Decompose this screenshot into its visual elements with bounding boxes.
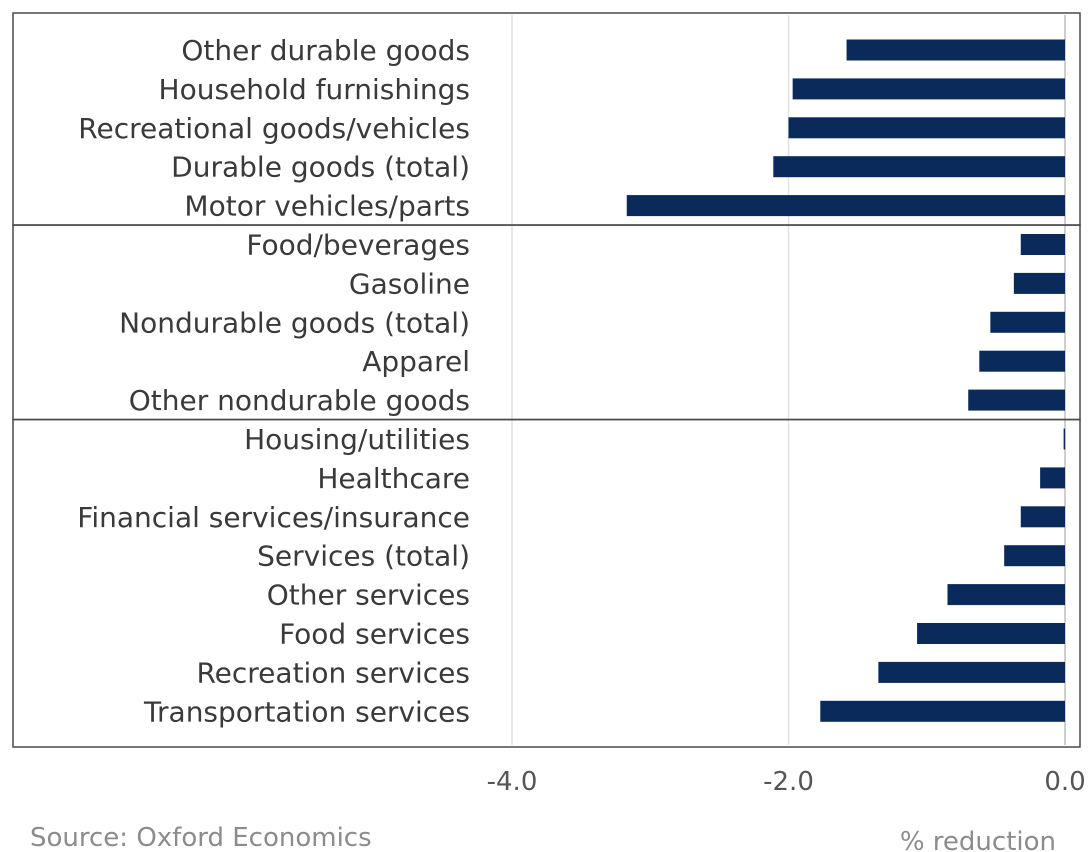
category-label: Durable goods (total) xyxy=(171,151,470,184)
category-label: Services (total) xyxy=(257,540,470,573)
bar xyxy=(1013,272,1065,294)
category-label: Transportation services xyxy=(143,695,470,728)
category-label: Housing/utilities xyxy=(244,423,470,456)
bar xyxy=(1063,428,1066,450)
bar xyxy=(820,700,1065,722)
category-label: Financial services/insurance xyxy=(77,501,470,534)
bar xyxy=(792,78,1065,100)
x-tick-label: -2.0 xyxy=(763,767,814,797)
bar xyxy=(1004,545,1065,567)
category-label: Other durable goods xyxy=(181,34,470,67)
category-label: Motor vehicles/parts xyxy=(184,190,470,223)
unit-label: % reduction xyxy=(900,827,1056,852)
bar xyxy=(1020,506,1065,528)
bar xyxy=(1040,467,1065,489)
category-label: Healthcare xyxy=(317,462,470,495)
category-label: Recreation services xyxy=(196,656,470,689)
x-tick-label: 0.0 xyxy=(1044,767,1085,797)
bar xyxy=(968,389,1065,411)
group-boxes xyxy=(12,12,1081,748)
group-box xyxy=(12,418,1081,748)
category-label: Food services xyxy=(279,618,470,651)
bar xyxy=(788,117,1065,139)
source-note: Source: Oxford Economics xyxy=(30,823,372,852)
bar xyxy=(878,661,1065,683)
x-tick-label: -4.0 xyxy=(487,767,538,797)
bar xyxy=(773,156,1065,178)
category-label: Household furnishings xyxy=(159,73,470,106)
category-labels: Other durable goods Household furnishings… xyxy=(77,34,470,728)
bar xyxy=(846,39,1065,61)
category-label: Apparel xyxy=(362,345,470,378)
category-label: Other nondurable goods xyxy=(129,384,470,417)
x-axis-ticks: -4.0 -2.0 0.0 xyxy=(487,767,1086,797)
category-label: Food/beverages xyxy=(246,229,470,262)
category-label: Recreational goods/vehicles xyxy=(78,112,470,145)
category-label: Gasoline xyxy=(349,267,470,300)
bar xyxy=(990,311,1065,333)
bar xyxy=(979,350,1065,372)
category-label: Other services xyxy=(267,579,470,612)
bar xyxy=(1020,234,1065,255)
bar xyxy=(626,195,1065,217)
bars xyxy=(626,39,1066,722)
category-label: Nondurable goods (total) xyxy=(119,306,470,339)
bar xyxy=(947,584,1065,606)
bar xyxy=(917,623,1065,644)
